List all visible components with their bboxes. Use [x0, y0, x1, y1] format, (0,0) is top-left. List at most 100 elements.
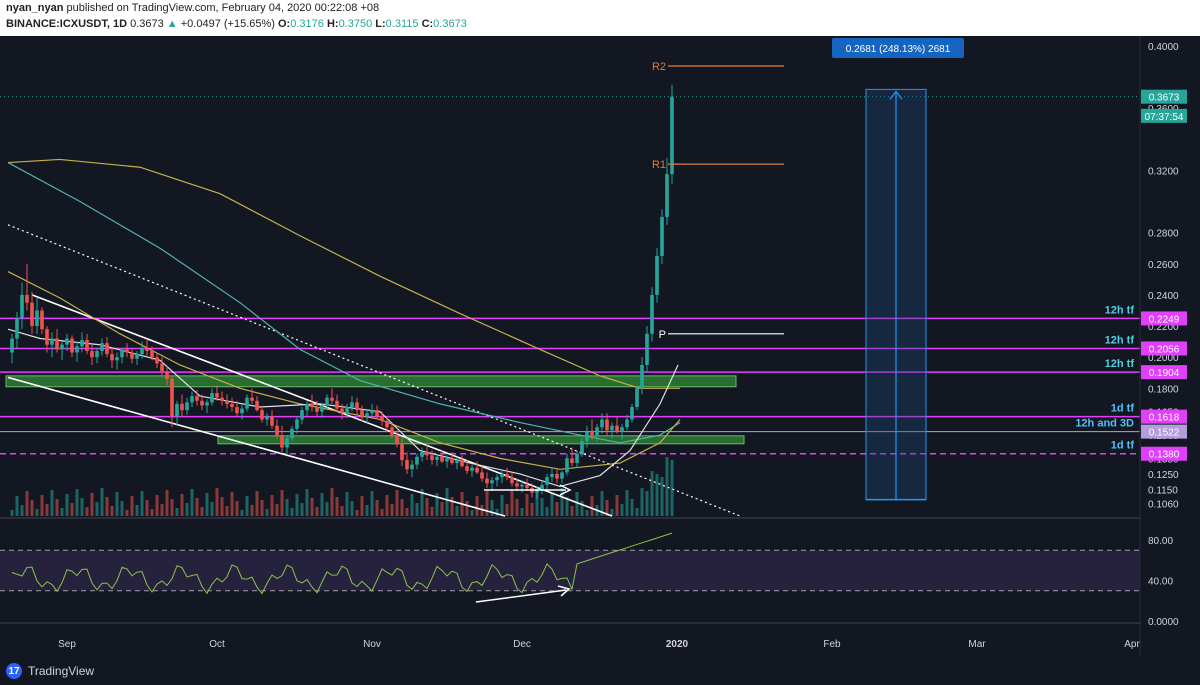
publish-line: nyan_nyan published on TradingView.com, … — [6, 2, 379, 14]
x-tick-label: Oct — [209, 639, 225, 650]
level-label: 1d tf — [1111, 440, 1135, 452]
candle-body — [15, 318, 19, 339]
candle — [100, 338, 104, 356]
candle — [665, 157, 669, 225]
volume-bar — [390, 504, 394, 516]
price-badge-label: 0.1380 — [1149, 450, 1180, 461]
candle-body — [285, 438, 289, 448]
author-name[interactable]: nyan_nyan — [6, 2, 64, 14]
candle — [615, 416, 619, 434]
candle-body — [190, 396, 194, 403]
candle-body — [300, 410, 304, 420]
price-badge-label: 0.1522 — [1149, 428, 1180, 439]
low-value: 0.3115 — [385, 18, 419, 30]
volume-bar — [30, 500, 34, 516]
candle — [70, 335, 74, 358]
close-label: C: — [421, 18, 434, 30]
price-badge — [1141, 365, 1187, 380]
candle — [45, 326, 49, 353]
volume-bar — [275, 504, 279, 516]
candle — [190, 391, 194, 408]
candle-body — [325, 397, 329, 406]
pivot-label: P — [659, 329, 666, 341]
candle-body — [70, 338, 74, 353]
candle — [570, 447, 574, 467]
candle-body — [665, 174, 669, 218]
candle-body — [280, 435, 284, 448]
candle-body — [210, 392, 214, 403]
rsi-tick-label: 80.00 — [1148, 536, 1173, 547]
candle — [220, 391, 224, 406]
volume-bar — [325, 502, 329, 516]
candle — [575, 450, 579, 468]
volume-bar — [445, 488, 449, 516]
price-chart[interactable]: 0.2681 (248.13%) 2681 12h tf 12h tf 12h tf… — [0, 36, 1200, 656]
candle — [595, 424, 599, 442]
volume-bar — [290, 508, 294, 516]
price-badge — [1141, 341, 1187, 356]
volume-bar — [650, 471, 654, 516]
volume-bar — [385, 495, 389, 516]
chart-area[interactable]: 0.2681 (248.13%) 2681 12h tf 12h tf 12h tf… — [0, 36, 1200, 656]
candle — [245, 394, 249, 412]
level-label: 12h and 3D — [1075, 418, 1134, 430]
candle — [60, 341, 64, 361]
candle — [75, 341, 79, 362]
candle — [515, 478, 519, 492]
candle-body — [655, 255, 659, 295]
rsi-tick-label: 0.0000 — [1148, 617, 1179, 628]
volume-bar — [570, 506, 574, 516]
y-tick-label: 0.2600 — [1148, 260, 1179, 271]
brand-name: TradingView — [28, 664, 95, 678]
candle-body — [305, 403, 309, 411]
candle-body — [10, 338, 14, 353]
volume-bar — [130, 496, 134, 516]
up-arrow-icon: ▲ — [166, 18, 178, 30]
volume-bar — [10, 510, 14, 516]
price-badge — [1141, 446, 1187, 461]
candle — [105, 336, 109, 358]
candle — [560, 470, 564, 484]
candle-body — [315, 407, 319, 412]
candle — [495, 473, 499, 487]
candle — [490, 477, 494, 492]
volume-bar — [440, 502, 444, 516]
candle-body — [270, 416, 274, 426]
y-tick-label: 0.4000 — [1148, 42, 1179, 53]
high-value: 0.3750 — [338, 18, 373, 30]
candle — [505, 467, 509, 481]
candle — [525, 478, 529, 492]
volume-bar — [310, 498, 314, 516]
volume-bar — [455, 506, 459, 516]
volume-bar — [380, 509, 384, 516]
candle-body — [565, 458, 569, 473]
y-tick-label: 0.2800 — [1148, 229, 1179, 240]
publish-info: published on TradingView.com, February 0… — [66, 2, 380, 14]
volume-bar — [190, 489, 194, 516]
candle-body — [120, 349, 124, 358]
volume-bar — [605, 500, 609, 516]
candle — [85, 333, 89, 355]
volume-bar — [580, 501, 584, 516]
rsi-line — [11, 532, 673, 595]
candle-body — [555, 473, 559, 479]
candle — [450, 452, 454, 465]
candle — [415, 453, 419, 470]
volume-bar — [515, 499, 519, 516]
candle — [565, 453, 569, 476]
volume-bar — [530, 503, 534, 516]
candle — [35, 298, 39, 334]
candle — [50, 332, 54, 358]
candle-body — [20, 294, 24, 319]
last-price: 0.3673 — [130, 18, 164, 30]
x-tick-label: Feb — [823, 639, 841, 650]
volume-bar — [350, 501, 354, 516]
volume-bar — [415, 503, 419, 516]
candle — [325, 394, 329, 411]
volume-bar — [335, 497, 339, 516]
volume-bar — [520, 508, 524, 516]
candle-body — [635, 388, 639, 408]
tradingview-logo[interactable]: 17 TradingView — [6, 663, 94, 679]
volume-bar — [575, 492, 579, 516]
candle — [555, 469, 559, 484]
